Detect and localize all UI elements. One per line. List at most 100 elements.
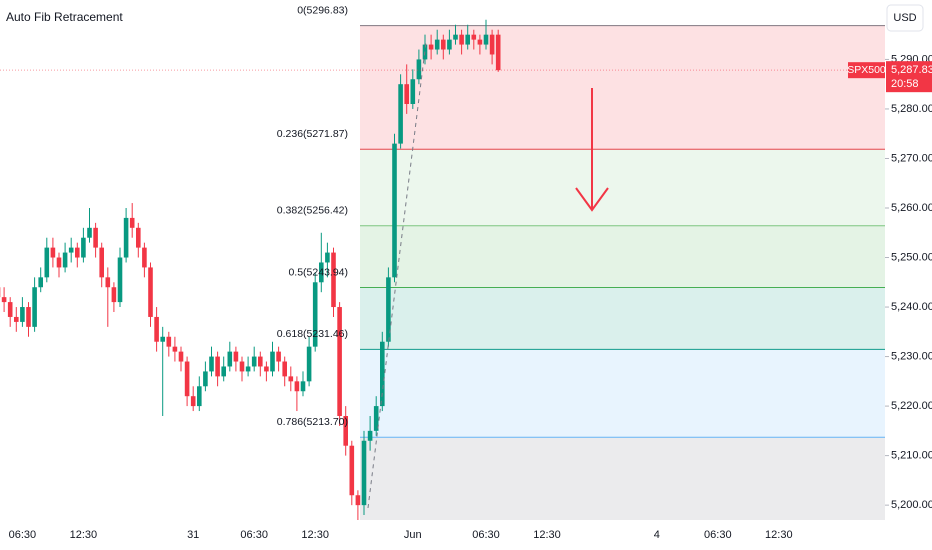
- fib-zone: [360, 287, 885, 350]
- candle-body: [447, 39, 452, 50]
- candle-body: [50, 247, 56, 258]
- candle-body: [258, 356, 263, 367]
- last-price-label: 5,287.83: [891, 64, 932, 76]
- candle-body: [459, 34, 464, 45]
- candle-body: [325, 252, 330, 263]
- currency-box[interactable]: [886, 4, 924, 32]
- candle-body: [44, 247, 50, 278]
- x-tick-label: Jun: [404, 529, 422, 541]
- y-tick-label: 5,270.00: [891, 152, 932, 164]
- y-tick-label: 5,260.00: [891, 202, 932, 214]
- candle-body: [319, 262, 324, 283]
- candle-body: [300, 381, 306, 392]
- candle-body: [14, 316, 19, 322]
- candle-body: [471, 34, 477, 40]
- candle-body: [178, 351, 184, 362]
- candle-body: [75, 247, 80, 258]
- candle-body: [81, 237, 86, 258]
- countdown: 20:58: [891, 78, 919, 90]
- candle-body: [489, 34, 495, 55]
- candle-body: [276, 351, 281, 362]
- candle-body: [111, 287, 117, 303]
- x-tick-label: 06:30: [240, 529, 268, 541]
- candle-body: [99, 247, 104, 278]
- candle-body: [386, 277, 391, 342]
- fib-label: 0.618(5231.46): [277, 328, 348, 340]
- y-tick-label: 5,240.00: [891, 301, 932, 313]
- x-tick-label: 31: [187, 529, 199, 541]
- candle-body: [117, 257, 123, 303]
- candle-body: [62, 252, 68, 268]
- y-tick-label: 5,230.00: [891, 350, 932, 362]
- candle-body: [483, 34, 489, 45]
- candle-body: [32, 287, 37, 327]
- y-tick-label: 5,210.00: [891, 450, 932, 462]
- candle-body: [288, 376, 294, 382]
- x-tick-label: 12:30: [70, 529, 98, 541]
- candle-body: [190, 396, 196, 407]
- candle-body: [227, 351, 233, 367]
- candle-body: [20, 307, 25, 322]
- down-arrow: [575, 88, 609, 212]
- candle-body: [129, 217, 135, 228]
- candle-body: [142, 247, 147, 268]
- candle-body: [453, 34, 458, 40]
- fib-zone: [360, 225, 885, 288]
- candle-body: [215, 356, 220, 377]
- candle-body: [373, 406, 379, 431]
- candle-body: [209, 356, 214, 372]
- candle-body: [367, 430, 373, 441]
- candle-body: [282, 361, 287, 377]
- candle-body: [123, 217, 129, 258]
- candle-body: [416, 59, 422, 80]
- fib-label: 0.5(5243.94): [288, 266, 348, 278]
- candle-body: [306, 346, 312, 382]
- fib-zone: [360, 437, 885, 520]
- price-tag: [886, 61, 932, 93]
- candle-body: [331, 252, 336, 308]
- candle-body: [270, 351, 275, 372]
- candle-body: [337, 307, 342, 416]
- candle-body: [312, 282, 318, 347]
- candle-body: [434, 39, 440, 50]
- x-tick-label: 06:30: [9, 529, 37, 541]
- candle-body: [184, 361, 190, 397]
- candle-body: [392, 143, 397, 278]
- candle-body: [197, 386, 202, 407]
- fib-label: 0(5296.83): [297, 4, 348, 16]
- candle-body: [105, 277, 111, 288]
- symbol-tag: [848, 62, 885, 79]
- candle-body: [465, 34, 470, 45]
- candle-body: [166, 336, 172, 347]
- candle-body: [251, 356, 257, 367]
- candle-body: [410, 79, 416, 104]
- candle-body: [343, 416, 348, 446]
- symbol: SPX500: [847, 64, 886, 76]
- candle-body: [239, 361, 245, 372]
- candle-body: [398, 84, 403, 144]
- candle-body: [87, 227, 92, 238]
- candle-body: [7, 302, 13, 317]
- chart-title: Auto Fib Retracement: [6, 10, 123, 24]
- currency: USD: [893, 12, 916, 24]
- candle-body: [355, 495, 361, 506]
- fib-zones: [360, 25, 885, 520]
- candle-body: [26, 307, 31, 327]
- fib-trend-line: [367, 41, 427, 509]
- x-tick-label: 12:30: [301, 529, 329, 541]
- candle-body: [294, 381, 300, 392]
- fib-label: 0.236(5271.87): [277, 128, 348, 140]
- fib-zone: [360, 349, 885, 438]
- candle-body: [245, 366, 251, 372]
- candle-body: [154, 316, 159, 342]
- x-tick-label: 4: [654, 529, 660, 541]
- candle-body: [264, 366, 269, 372]
- candle-body: [203, 371, 208, 387]
- candle-body: [495, 34, 501, 71]
- candle-body: [477, 39, 483, 45]
- y-tick-label: 5,220.00: [891, 400, 932, 412]
- x-tick-label: 06:30: [704, 529, 732, 541]
- candle-body: [361, 440, 367, 506]
- candle-body: [1, 297, 7, 303]
- fib-zone: [360, 149, 885, 226]
